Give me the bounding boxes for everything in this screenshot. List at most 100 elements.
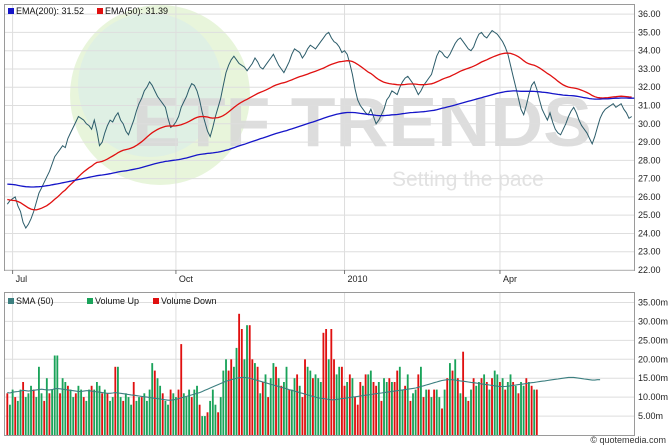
price-y-tick-label: 36.00 <box>638 9 661 19</box>
volume-y-tick-label: 30.00m <box>638 316 668 326</box>
volume-bar-up <box>45 378 48 435</box>
volume-sma <box>7 376 601 401</box>
volume-bar-up <box>109 400 111 435</box>
volume-bar-down <box>472 378 475 435</box>
volume-bar-up <box>501 378 504 435</box>
volume-bar-down <box>485 382 488 435</box>
volume-bar-down <box>441 408 443 435</box>
volume-bar-up <box>146 400 148 435</box>
volume-bar-up <box>127 397 130 435</box>
volume-bar-up <box>96 382 98 435</box>
volume-bar-down <box>153 370 156 435</box>
volume-bar-up <box>61 378 64 435</box>
volume-bar-down <box>356 404 359 435</box>
volume-bar-up <box>156 378 159 435</box>
volume-bar-up <box>9 404 11 435</box>
volume-bar-down <box>238 313 241 435</box>
volume-bar-up <box>414 389 417 435</box>
volume-bars <box>6 313 538 435</box>
volume-bar-up <box>306 366 309 435</box>
volume-bar-up <box>93 389 96 435</box>
volume-bar-up <box>148 389 151 435</box>
watermark-brand: ETF TRENDS <box>132 83 592 161</box>
volume-bar-down <box>325 329 328 435</box>
volume-y-tick-label: 5.00m <box>638 411 663 421</box>
watermark: ETF TRENDS Setting the pace <box>70 5 592 191</box>
watermark-globe <box>70 5 250 185</box>
volume-bar-down <box>256 366 259 435</box>
volume-bar-up <box>40 393 43 435</box>
footer-attribution: © quotemedia.com <box>590 435 666 445</box>
volume-bar-down <box>296 374 299 435</box>
volume-bar-down <box>32 389 35 435</box>
volume-bar-down <box>451 370 454 435</box>
volume-bar-up <box>193 389 196 435</box>
volume-bar-down <box>499 382 501 435</box>
volume-bar-down <box>198 404 201 435</box>
volume-bar-down <box>433 389 436 435</box>
volume-bar-down <box>322 332 325 435</box>
volume-bar-up <box>314 374 317 435</box>
volume-bar-down <box>190 397 193 435</box>
volume-bar-up <box>182 393 185 435</box>
volume-bar-up <box>283 382 285 435</box>
volume-bar-down <box>169 389 172 435</box>
volume-bar-up <box>338 366 341 435</box>
volume-bar-up <box>119 397 122 435</box>
volume-y-tick-label: 20.00m <box>638 354 668 364</box>
volume-bar-up <box>406 374 409 435</box>
price-y-tick-label: 26.00 <box>638 192 661 202</box>
volume-bar-down <box>106 393 109 435</box>
volume-bar-up <box>435 389 438 435</box>
volume-bar-down <box>341 366 343 435</box>
volume-bar-up <box>143 393 146 435</box>
volume-bar-down <box>248 325 251 435</box>
volume-bar-down <box>251 359 254 435</box>
volume-bar-down <box>330 329 333 435</box>
legend-volume-down: Volume Down <box>161 296 217 306</box>
price-y-tick-label: 35.00 <box>638 27 661 37</box>
watermark-tagline: Setting the pace <box>392 168 544 191</box>
volume-bar-down <box>446 378 449 435</box>
volume-bar-up <box>72 397 75 435</box>
volume-bar-up <box>335 374 338 435</box>
volume-bar-up <box>264 374 267 435</box>
volume-bar-up <box>196 385 198 435</box>
volume-panel-frame <box>4 292 635 436</box>
volume-bar-up <box>77 385 80 435</box>
volume-bar-up <box>319 382 322 435</box>
volume-bar-up <box>520 382 522 435</box>
volume-bar-up <box>16 400 19 435</box>
volume-bar-up <box>188 389 191 435</box>
volume-bar-down <box>261 382 264 435</box>
volume-bar-down <box>90 385 93 435</box>
volume-bar-down <box>180 344 183 435</box>
volume-bar-down <box>280 385 283 435</box>
volume-bar-up <box>509 374 512 435</box>
volume-bar-up <box>204 416 206 435</box>
volume-bar-down <box>388 378 391 435</box>
volume-bar-down <box>14 397 17 435</box>
volume-bar-up <box>449 363 451 435</box>
volume-bar-down <box>288 389 291 435</box>
volume-bar-down <box>114 366 117 435</box>
volume-bar-down <box>82 397 85 435</box>
legend-sma: SMA (50) <box>16 296 54 306</box>
price-x-tick-label: Oct <box>179 274 194 284</box>
volume-bar-down <box>59 393 61 435</box>
volume-bar-up <box>493 370 496 435</box>
volume-bar-up <box>438 397 441 435</box>
series-line-ema200 <box>7 90 635 188</box>
price-y-tick-label: 25.00 <box>638 210 661 220</box>
volume-bar-up <box>470 389 472 435</box>
volume-bar-up <box>233 366 235 435</box>
volume-bar-down <box>525 378 528 435</box>
series-line-sma <box>7 376 601 401</box>
volume-bar-down <box>404 385 407 435</box>
volume-bar-up <box>214 404 217 435</box>
price-y-tick-label: 23.00 <box>638 247 661 257</box>
volume-bar-down <box>48 393 51 435</box>
volume-bar-up <box>124 393 127 435</box>
volume-bar-down <box>504 389 507 435</box>
